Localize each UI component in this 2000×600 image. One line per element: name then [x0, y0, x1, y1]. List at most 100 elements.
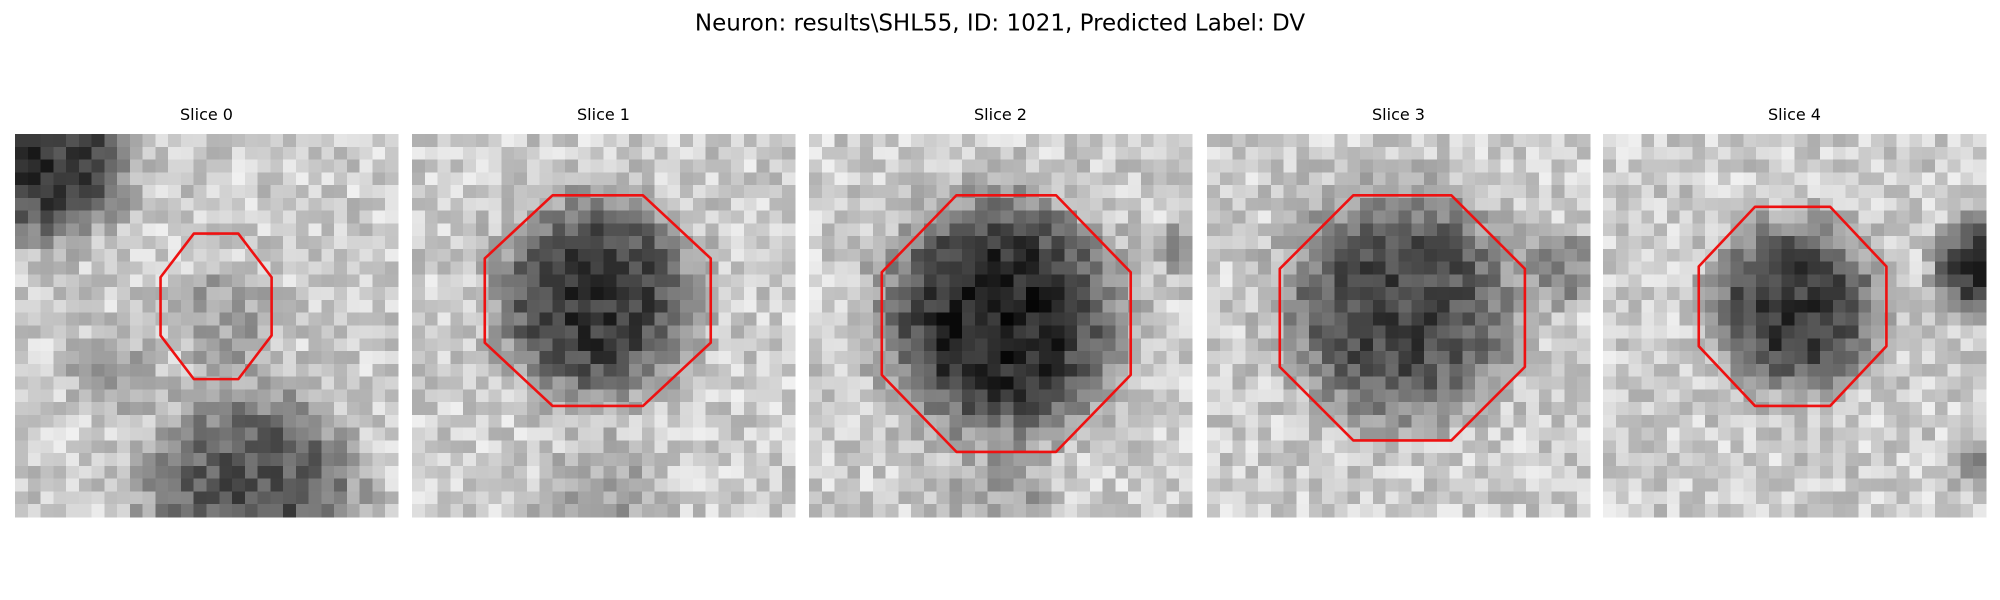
pixel [450, 389, 464, 403]
pixel [1347, 287, 1361, 301]
pixel [1296, 338, 1310, 352]
pixel [1730, 414, 1744, 429]
pixel [1207, 299, 1221, 314]
pixel [129, 197, 144, 212]
pixel [1538, 287, 1553, 301]
pixel [270, 363, 284, 378]
pixel [654, 427, 668, 441]
pixel [1615, 478, 1630, 492]
pixel [834, 491, 848, 505]
pixel [1730, 274, 1744, 288]
pixel [1603, 453, 1617, 467]
pixel [769, 427, 783, 441]
pixel [1449, 223, 1463, 237]
pixel [1807, 478, 1821, 492]
pixel [1347, 363, 1361, 378]
pixel [911, 274, 925, 288]
pixel [577, 427, 592, 441]
pixel [1845, 504, 1859, 518]
pixel [936, 274, 950, 288]
pixel [1436, 389, 1451, 403]
pixel [565, 402, 579, 416]
pixel [1013, 453, 1027, 467]
pixel [680, 146, 694, 161]
pixel [539, 299, 553, 314]
pixel [1232, 363, 1246, 378]
pixel [1166, 478, 1180, 492]
pixel [1077, 389, 1091, 403]
pixel [629, 287, 643, 301]
pixel [1064, 223, 1078, 237]
pixel [1128, 427, 1142, 441]
pixel [1462, 146, 1476, 161]
pixel [1896, 453, 1910, 467]
pixel [437, 351, 451, 365]
pixel [1551, 478, 1565, 492]
pixel [91, 338, 105, 352]
pixel [1603, 402, 1617, 416]
pixel [475, 146, 490, 161]
pixel [1500, 312, 1514, 326]
pixel [1934, 312, 1949, 326]
pixel [654, 402, 668, 416]
pixel [872, 491, 887, 505]
pixel [1462, 236, 1476, 250]
pixel [552, 299, 566, 314]
pixel [1743, 312, 1757, 326]
pixel [1922, 172, 1936, 186]
pixel [180, 440, 195, 454]
pixel [15, 465, 29, 480]
pixel [1475, 236, 1489, 250]
pixel [731, 172, 745, 186]
pixel [1564, 197, 1578, 212]
pixel [1309, 312, 1323, 326]
pixel [104, 504, 118, 518]
pixel [219, 287, 233, 301]
pixel [129, 172, 144, 186]
pixel [911, 440, 925, 454]
pixel [1026, 223, 1040, 237]
pixel [603, 312, 617, 326]
pixel [1153, 351, 1167, 365]
pixel [334, 453, 348, 467]
pixel [552, 159, 566, 173]
pixel [1385, 491, 1399, 505]
pixel [1960, 504, 1974, 518]
pixel [1947, 338, 1961, 352]
pixel [680, 197, 694, 212]
pixel [603, 146, 617, 161]
pixel [1615, 274, 1630, 288]
pixel [1232, 274, 1246, 288]
pixel [1513, 261, 1527, 275]
pixel [244, 414, 259, 429]
pixel [782, 363, 796, 378]
pixel [1140, 427, 1155, 441]
pixel [488, 159, 502, 173]
pixel [1756, 414, 1770, 429]
pixel [923, 299, 938, 314]
pixel [1385, 465, 1399, 480]
pixel [847, 504, 861, 518]
pixel [1258, 504, 1272, 518]
pixel [1424, 223, 1438, 237]
pixel [117, 363, 131, 378]
pixel [1321, 197, 1336, 212]
pixel [911, 172, 925, 186]
pixel [206, 351, 220, 365]
pixel [104, 159, 118, 173]
pixel [359, 325, 373, 339]
pixel [872, 427, 887, 441]
panel-title: Slice 4 [1768, 105, 1821, 124]
pixel [1102, 299, 1116, 314]
pixel [104, 440, 118, 454]
pixel [346, 351, 361, 365]
pixel [40, 236, 54, 250]
pixel [565, 338, 579, 352]
pixel [1730, 185, 1744, 199]
pixel [257, 465, 271, 480]
pixel [514, 325, 528, 339]
pixel [1551, 210, 1565, 224]
pixel [27, 427, 42, 441]
pixel [1973, 185, 1987, 199]
pixel [257, 440, 271, 454]
